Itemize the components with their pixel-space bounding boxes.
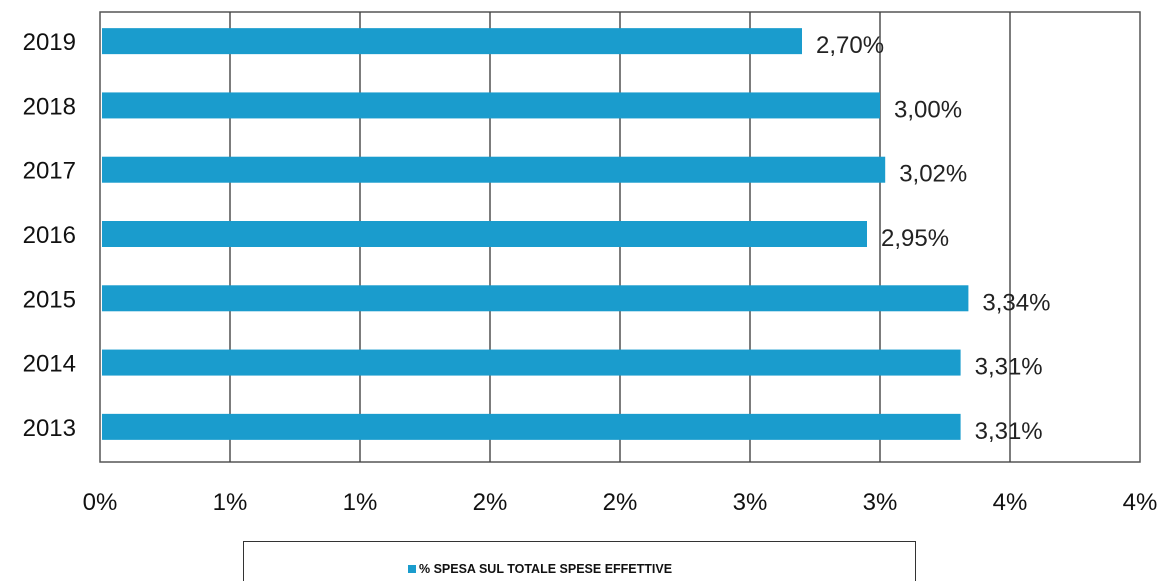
- data-label: 3,31%: [975, 354, 1043, 381]
- data-label: 2,70%: [816, 32, 884, 59]
- y-category-label: 2015: [23, 286, 76, 313]
- x-tick-label: 0%: [83, 489, 118, 516]
- y-category-label: 2013: [23, 415, 76, 442]
- y-category-label: 2017: [23, 158, 76, 185]
- x-tick-label: 2%: [603, 489, 638, 516]
- y-category-label: 2014: [23, 351, 76, 378]
- legend-entry: % SPESA SUL TOTALE SPESE EFFETTIVE: [408, 562, 672, 576]
- bar: [102, 285, 969, 312]
- bar: [102, 28, 802, 55]
- legend-label: % SPESA SUL TOTALE SPESE EFFETTIVE: [419, 562, 673, 576]
- data-label: 3,31%: [975, 418, 1043, 445]
- y-category-label: 2019: [23, 29, 76, 56]
- y-category-label: 2016: [23, 222, 76, 249]
- x-tick-label: 2%: [473, 489, 508, 516]
- bar: [102, 156, 886, 183]
- x-tick-label: 4%: [1123, 489, 1158, 516]
- data-label: 3,34%: [982, 289, 1050, 316]
- x-tick-label: 3%: [733, 489, 768, 516]
- legend: % SPESA SUL TOTALE SPESE EFFETTIVE: [243, 541, 916, 581]
- data-label: 3,00%: [894, 96, 962, 123]
- x-tick-label: 1%: [213, 489, 248, 516]
- bar: [102, 349, 961, 376]
- data-label: 3,02%: [899, 161, 967, 188]
- bar: [102, 221, 867, 247]
- bar: [102, 92, 880, 119]
- x-tick-label: 4%: [993, 489, 1028, 516]
- x-tick-label: 3%: [863, 489, 898, 516]
- x-tick-label: 1%: [343, 489, 378, 516]
- data-label: 2,95%: [881, 225, 949, 252]
- bar: [102, 413, 961, 440]
- y-category-label: 2018: [23, 93, 76, 120]
- legend-swatch: [408, 565, 416, 573]
